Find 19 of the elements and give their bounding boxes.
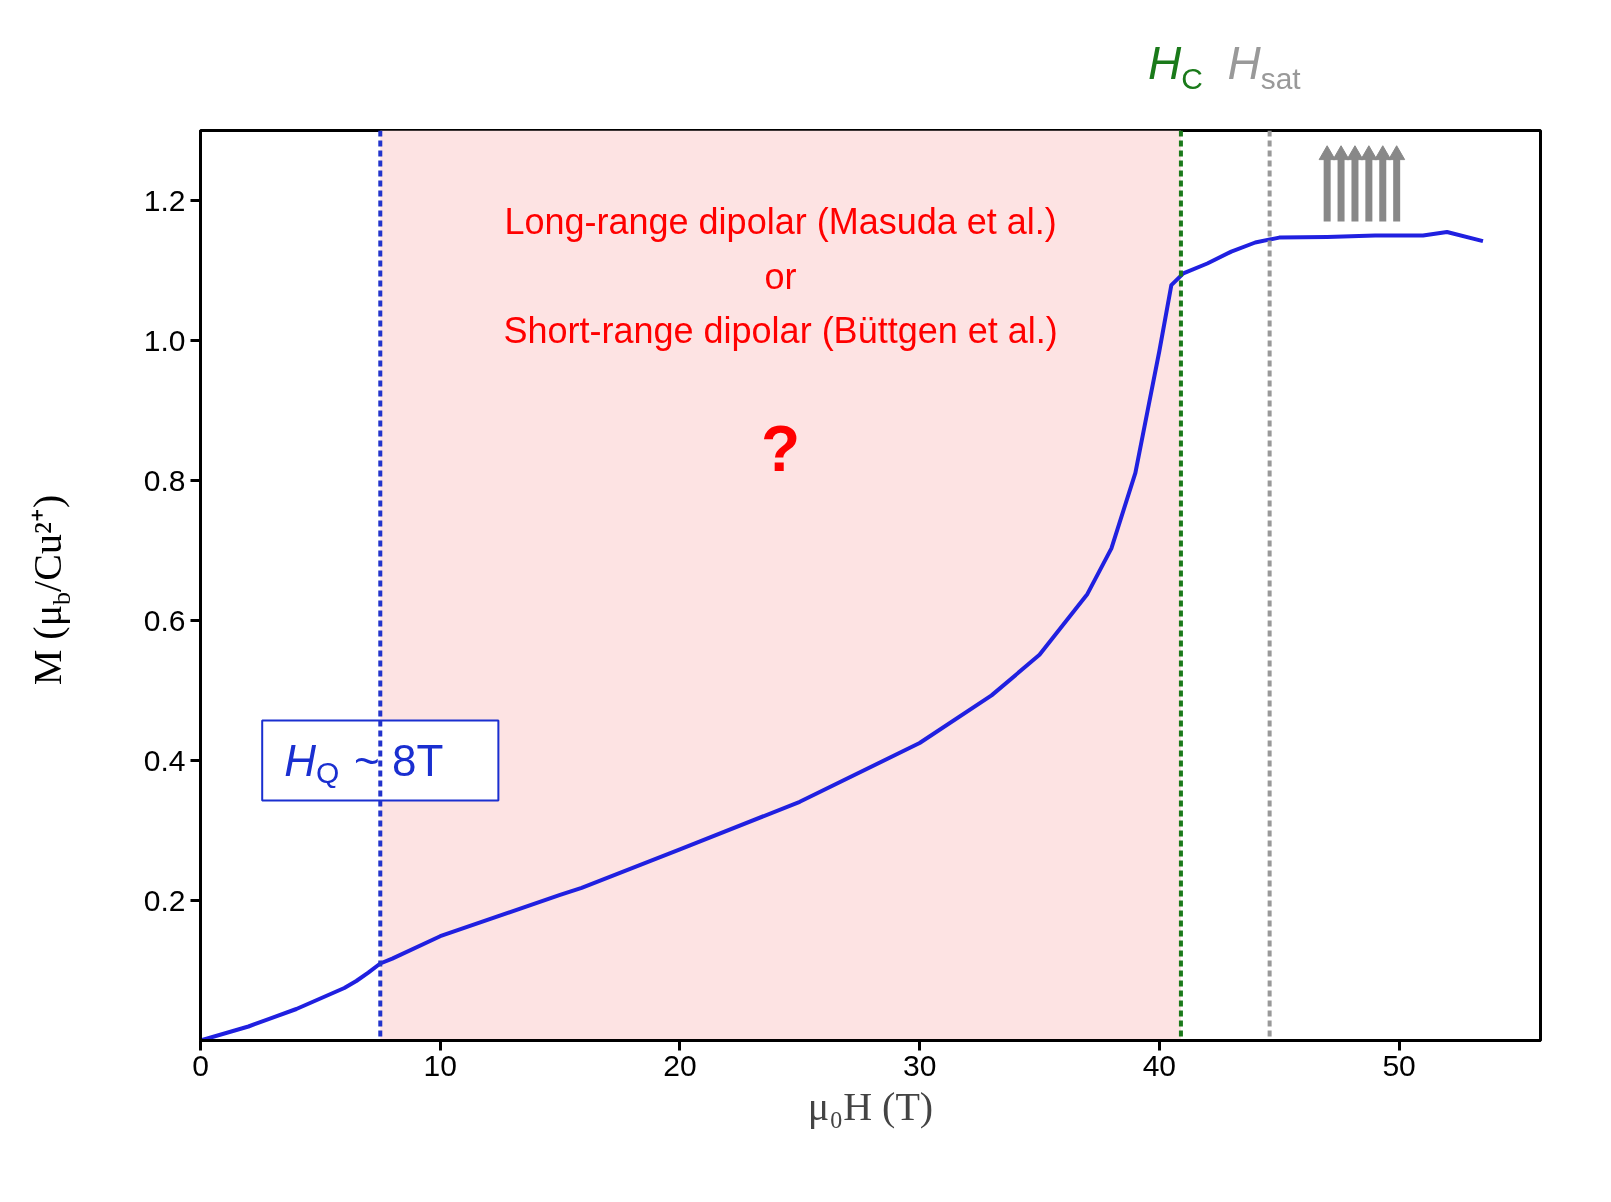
x-tick-label: 50 (1382, 1048, 1416, 1082)
ref-line-label: H$_{sat}$ (1227, 36, 1301, 98)
y-tick-label: 1.2 (143, 183, 186, 217)
y-tick-label: 0.8 (143, 463, 186, 497)
x-tick-label: 40 (1142, 1048, 1177, 1082)
y-tick-label: 0.4 (143, 743, 186, 777)
annotation: Short-range dipolar (Büttgen et al.) (503, 310, 1058, 352)
x-tick-label: 20 (663, 1048, 697, 1082)
x-tick-label: 30 (902, 1048, 937, 1082)
y-tick-label: 0.6 (143, 603, 186, 637)
y-tick-label: 1.0 (143, 323, 186, 357)
annotation: ? (761, 413, 801, 485)
x-tick-label: 0 (192, 1048, 209, 1082)
x-axis-title: μ₀H (T) (807, 1083, 934, 1129)
annotation: Long-range dipolar (Masuda et al.) (504, 201, 1057, 242)
annotation: or (764, 255, 797, 297)
x-tick-label: 10 (423, 1048, 457, 1082)
ref-line-label: H$_{C}$ (1147, 36, 1203, 98)
y-tick-label: 0.2 (143, 883, 186, 917)
